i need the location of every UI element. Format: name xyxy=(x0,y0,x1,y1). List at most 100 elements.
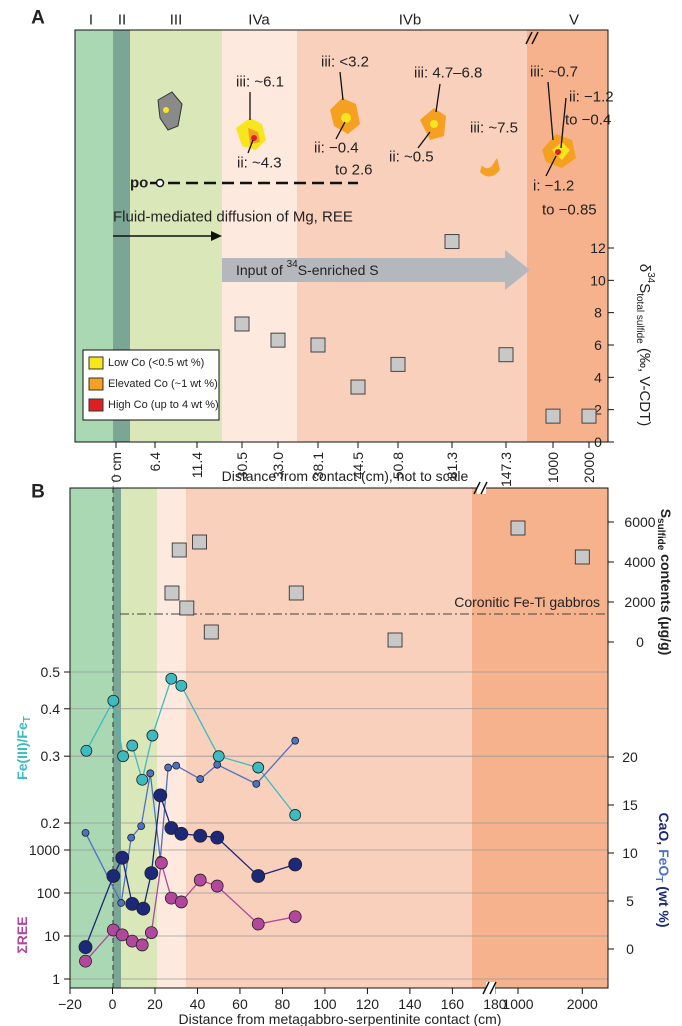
data-point xyxy=(213,760,222,769)
y-axis-label-part: S xyxy=(658,509,674,518)
data-point xyxy=(210,830,225,845)
data-point xyxy=(270,332,286,348)
data-point xyxy=(192,534,207,550)
y-tick-label: 6000 xyxy=(624,514,655,530)
data-point xyxy=(146,769,155,778)
data-point xyxy=(126,739,139,752)
y-axis-label-part: 34 xyxy=(646,272,657,284)
zone-i xyxy=(70,488,113,988)
y-tick-label: 0.2 xyxy=(41,815,61,831)
axis-break xyxy=(531,31,539,45)
grain-core xyxy=(430,120,438,128)
legend-box xyxy=(82,349,220,421)
y-tick-label: 10 xyxy=(44,928,60,944)
zones-b xyxy=(70,488,608,988)
x-axis-label: Distance from contact (cm), not to scale xyxy=(222,468,469,484)
data-point xyxy=(171,542,187,558)
axis-break xyxy=(473,481,481,495)
annotation: iii: ~6.1 xyxy=(236,74,284,91)
data-point xyxy=(127,833,136,842)
zone-iva xyxy=(157,488,186,988)
y-axis-label-part: FeO xyxy=(656,849,672,876)
data-point xyxy=(175,679,188,692)
annotation: iii: ~0.7 xyxy=(530,64,578,81)
data-point xyxy=(81,828,90,837)
zone-ivb xyxy=(186,488,472,988)
y-tick-label: 0.3 xyxy=(41,748,61,764)
panel-label: B xyxy=(31,482,45,503)
annotation: to −0.4 xyxy=(565,112,611,129)
x-tick-label: 180 xyxy=(483,996,507,1012)
data-point xyxy=(144,926,158,939)
y-tick-label: 4 xyxy=(594,369,602,385)
data-point xyxy=(291,736,300,745)
data-point xyxy=(117,750,130,763)
connector xyxy=(112,461,117,489)
y-axis-label-part: δ xyxy=(637,264,654,272)
y-tick-label: 10 xyxy=(622,845,638,861)
data-point xyxy=(179,600,195,616)
x-tick-label: 11.4 xyxy=(189,452,205,478)
x-tick-label: 1000 xyxy=(545,452,561,483)
x-tick-label: 140 xyxy=(398,996,422,1012)
y-axis-label: δ34Stotal sulfide (‰, V-CDT) xyxy=(635,264,657,427)
data-point xyxy=(174,826,189,841)
grain-core xyxy=(251,135,257,141)
zone-ii xyxy=(113,488,121,988)
data-point xyxy=(251,917,265,931)
data-point xyxy=(212,750,225,763)
data-point xyxy=(310,337,326,353)
grain xyxy=(480,158,500,177)
x-tick-label: 0 xyxy=(109,996,117,1012)
data-point xyxy=(510,520,526,536)
legend-label: High Co (up to 4 wt %) xyxy=(108,399,219,411)
zone-label: IVa xyxy=(248,12,270,29)
data-point xyxy=(387,632,403,648)
x-tick-label: 30.5 xyxy=(234,452,250,479)
y-tick-label: 8 xyxy=(594,305,602,321)
diffusion-label: Fluid-mediated diffusion of Mg, REE xyxy=(113,209,353,226)
data-point xyxy=(146,729,159,742)
series-line xyxy=(84,740,296,905)
reference-label: Coronitic Fe-Ti gabbros xyxy=(454,594,600,610)
x-tick-label: 1000 xyxy=(502,996,533,1012)
annotation: ii: −1.2 xyxy=(569,89,614,106)
y-axis-label-part: CaO, xyxy=(656,812,672,849)
y-axis-label: Fe(III)/FeT xyxy=(14,716,33,780)
x-tick-label: 100 xyxy=(313,996,337,1012)
axis-break xyxy=(525,31,533,45)
grain-core xyxy=(552,142,570,160)
zone-ivb xyxy=(297,30,527,442)
data-point xyxy=(115,850,130,865)
x-axis-label: Distance from metagabbro-serpentinite co… xyxy=(179,1011,502,1026)
x-tick-label: −20 xyxy=(58,996,82,1012)
legend-label: Low Co (<0.5 wt %) xyxy=(108,357,204,369)
leader xyxy=(435,83,441,113)
data-point xyxy=(135,938,149,952)
data-point xyxy=(165,672,178,685)
y-tick-label: 10 xyxy=(590,272,606,288)
data-point xyxy=(153,788,168,803)
y-tick-label: 0.5 xyxy=(41,664,61,680)
y-axis-label-part: S xyxy=(637,283,654,293)
grain-core xyxy=(163,107,169,113)
data-point xyxy=(106,869,121,883)
zone-v xyxy=(472,488,608,988)
data-point xyxy=(164,763,173,772)
y-tick-label: 100 xyxy=(37,885,61,901)
data-point xyxy=(144,866,159,881)
data-point xyxy=(545,408,561,424)
y-tick-label: 4000 xyxy=(624,554,655,570)
data-point xyxy=(251,869,266,883)
data-point xyxy=(107,694,120,707)
x-tick-label: 33.0 xyxy=(270,452,286,479)
input-arrow xyxy=(222,250,530,290)
x-tick-label: 147.3 xyxy=(498,452,514,487)
y-tick-label: 2 xyxy=(594,402,602,418)
data-point xyxy=(350,379,366,395)
zone-v xyxy=(527,30,608,442)
annotation: ii: ~4.3 xyxy=(237,155,282,172)
data-point xyxy=(79,954,92,968)
x-tick-label: 2000 xyxy=(581,452,597,483)
